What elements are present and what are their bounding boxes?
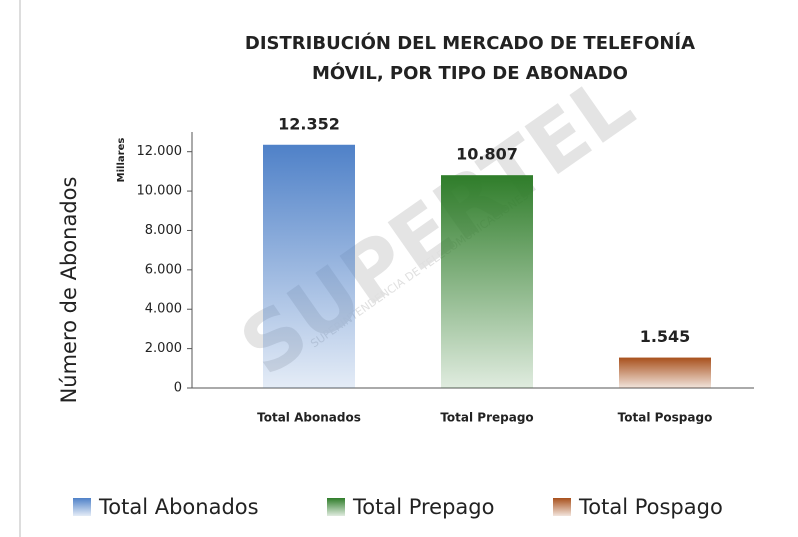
y-axis-label: Número de Abonados <box>57 177 81 404</box>
chart-title: MÓVIL, POR TIPO DE ABONADO <box>312 62 628 84</box>
legend-swatch <box>73 498 91 516</box>
value-label: 12.352 <box>278 114 340 133</box>
y-tick-label: 8.000 <box>145 223 182 238</box>
y-unit-label: Millares <box>116 138 127 183</box>
legend-swatch <box>327 498 345 516</box>
y-tick-label: 10.000 <box>137 184 183 199</box>
legend-entry: Total Abonados <box>98 495 259 519</box>
y-tick-label: 2.000 <box>145 341 182 356</box>
legend-swatch <box>553 498 571 516</box>
chart-title: DISTRIBUCIÓN DEL MERCADO DE TELEFONÍA <box>245 32 695 54</box>
value-label: 1.545 <box>640 327 691 346</box>
y-tick-label: 4.000 <box>145 302 182 317</box>
x-tick-label: Total Abonados <box>257 411 361 425</box>
y-tick-label: 6.000 <box>145 262 182 277</box>
bar <box>263 144 355 388</box>
bar <box>441 175 533 388</box>
value-label: 10.807 <box>456 145 518 164</box>
x-tick-label: Total Prepago <box>440 411 533 425</box>
x-tick-label: Total Pospago <box>618 411 713 425</box>
y-tick-label: 12.000 <box>137 144 183 159</box>
y-tick-label: 0 <box>174 381 182 396</box>
bar <box>619 357 711 388</box>
legend-entry: Total Prepago <box>352 495 494 519</box>
legend-entry: Total Pospago <box>578 495 723 519</box>
